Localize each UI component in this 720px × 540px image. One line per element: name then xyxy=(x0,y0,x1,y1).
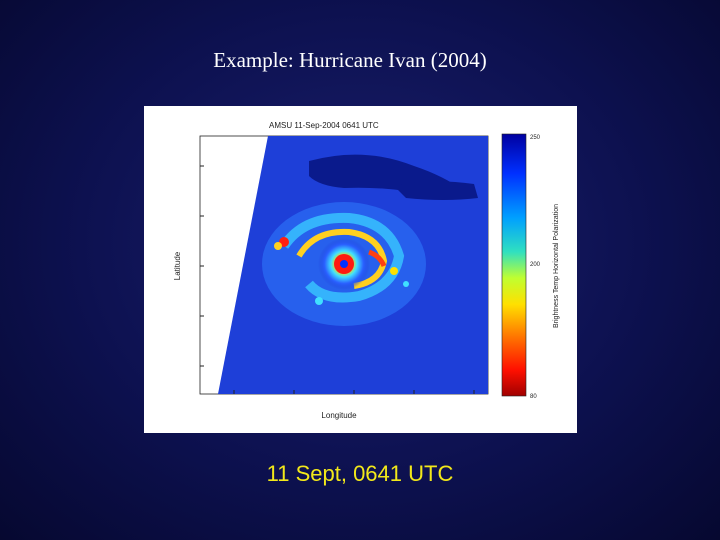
eye xyxy=(340,260,348,268)
x-tick-marks xyxy=(233,390,475,394)
colorbar xyxy=(501,133,527,397)
colorbar-tick-top: 250 xyxy=(530,135,541,141)
rainband-yellow xyxy=(296,228,388,289)
colorbar-tick-bottom: 80 xyxy=(530,394,537,400)
rainband-red xyxy=(368,249,387,268)
rainband-cyan xyxy=(279,212,405,303)
land-area-east xyxy=(394,181,478,200)
slide-caption: 11 Sept, 0641 UTC xyxy=(266,461,454,486)
y-tick-marks xyxy=(200,165,204,367)
hurricane-satellite-figure: AMSU 11-Sep-2004 0641 UTC Longitude Lati… xyxy=(144,106,577,433)
colorbar-label: Brightness Temp Horizontal Polarization xyxy=(553,204,560,328)
colorbar-tick-mid: 200 xyxy=(530,262,541,268)
satellite-image: AMSU 11-Sep-2004 0641 UTC Longitude Lati… xyxy=(173,121,560,420)
plot-title: AMSU 11-Sep-2004 0641 UTC xyxy=(269,121,379,130)
y-axis-label: Latitude xyxy=(173,251,182,280)
x-axis-label: Longitude xyxy=(321,411,357,420)
slide-title: Example: Hurricane Ivan (2004) xyxy=(213,48,487,72)
